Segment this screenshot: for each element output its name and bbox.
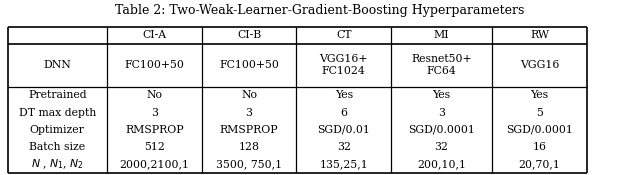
Text: CI-A: CI-A [142,30,166,40]
Text: RMSPROP: RMSPROP [220,125,278,135]
Text: SGD/0.0001: SGD/0.0001 [506,125,573,135]
Text: No: No [241,90,257,100]
Text: Resnet50+
FC64: Resnet50+ FC64 [412,54,472,76]
Text: 20,70,1: 20,70,1 [518,159,561,169]
Text: CI-B: CI-B [237,30,261,40]
Text: 512: 512 [144,142,164,152]
Text: No: No [147,90,163,100]
Text: VGG16+
FC1024: VGG16+ FC1024 [319,54,368,76]
Text: 5: 5 [536,108,543,118]
Text: FC100+50: FC100+50 [219,60,279,70]
Text: 32: 32 [337,142,351,152]
Text: 3: 3 [151,108,157,118]
Text: VGG16: VGG16 [520,60,559,70]
Text: RW: RW [530,30,549,40]
Text: 2000,2100,1: 2000,2100,1 [119,159,189,169]
Text: 135,25,1: 135,25,1 [319,159,368,169]
Text: 3: 3 [438,108,445,118]
Text: SGD/0.01: SGD/0.01 [317,125,370,135]
Text: 128: 128 [239,142,259,152]
Text: DT max depth: DT max depth [19,108,96,118]
Text: 200,10,1: 200,10,1 [417,159,466,169]
Text: $N$ , $N_1$, $N_2$: $N$ , $N_1$, $N_2$ [31,158,84,171]
Text: DNN: DNN [44,60,71,70]
Text: CT: CT [336,30,351,40]
Text: Pretrained: Pretrained [28,90,86,100]
Text: MI: MI [434,30,449,40]
Text: 32: 32 [435,142,449,152]
Text: Yes: Yes [335,90,353,100]
Text: RMSPROP: RMSPROP [125,125,184,135]
Text: FC100+50: FC100+50 [124,60,184,70]
Text: Batch size: Batch size [29,142,85,152]
Text: 16: 16 [532,142,547,152]
Text: 3500, 750,1: 3500, 750,1 [216,159,282,169]
Text: Yes: Yes [433,90,451,100]
Text: Optimizer: Optimizer [30,125,84,135]
Text: SGD/0.0001: SGD/0.0001 [408,125,475,135]
Text: Table 2: Two-Weak-Learner-Gradient-Boosting Hyperparameters: Table 2: Two-Weak-Learner-Gradient-Boost… [115,4,525,17]
Text: 3: 3 [246,108,252,118]
Text: 6: 6 [340,108,347,118]
Text: Yes: Yes [531,90,548,100]
